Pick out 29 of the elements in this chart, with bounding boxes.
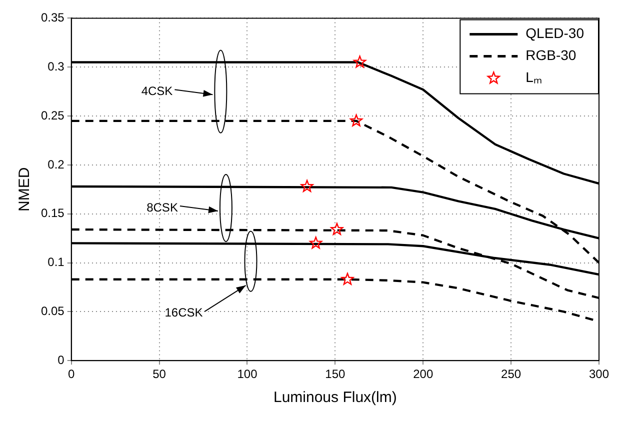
annotation: 16CSK [164, 306, 203, 320]
point [353, 56, 366, 68]
y-tick-label: 0.2 [48, 157, 65, 172]
x-tick-label: 100 [237, 367, 258, 382]
legend-label: QLED-30 [526, 25, 584, 42]
x-tick-label: 50 [152, 367, 166, 382]
point [330, 222, 344, 235]
point [310, 236, 322, 249]
annotation: 8CSK [146, 200, 178, 214]
x-tick-label: 200 [413, 367, 434, 382]
legend-label: RGB-30 [526, 47, 576, 64]
y-tick-label: 0 [58, 352, 65, 367]
x-tick-label: 0 [68, 367, 76, 382]
point [341, 272, 354, 285]
point [350, 114, 363, 126]
legend-label: Lₘ [526, 69, 542, 86]
x-tick-label: 150 [325, 367, 346, 382]
x-axis-title: Luminous Flux(lm) [273, 389, 397, 406]
y-tick-label: 0.05 [40, 304, 65, 318]
x-tick-label: 250 [501, 367, 522, 382]
annotation: 4CSK [141, 84, 173, 98]
x-tick-label: 300 [588, 367, 610, 382]
y-axis-title: NMED [16, 167, 34, 212]
y-tick-label: 0.25 [40, 108, 65, 122]
y-tick-label: 0.1 [48, 255, 65, 270]
point [300, 180, 314, 192]
y-tick-label: 0.15 [40, 206, 65, 220]
y-tick-label: 0.35 [40, 10, 65, 25]
y-tick-label: 0.3 [48, 59, 65, 74]
